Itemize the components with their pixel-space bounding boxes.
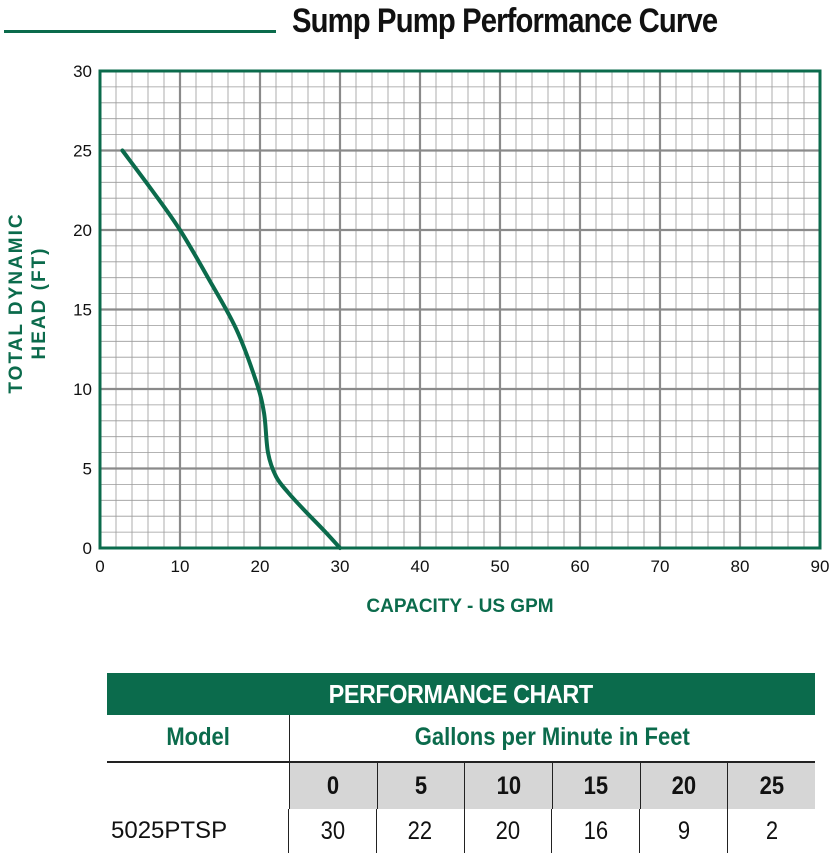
table-column-headers: 0 5 10 15 20 25 [107, 763, 816, 809]
table-header-label: PERFORMANCE CHART [328, 679, 594, 709]
performance-curve [120, 148, 342, 550]
table-cell: 9 [640, 809, 729, 853]
column-header-cell: 25 [728, 763, 816, 809]
column-header-cell: 20 [640, 763, 729, 809]
gpm-label-text: Gallons per Minute in Feet [414, 723, 691, 751]
table-cell: 20 [465, 809, 553, 853]
x-tick-label: 0 [95, 557, 104, 576]
x-tick-label: 50 [491, 557, 510, 576]
table-cell: 2 [728, 809, 815, 853]
table-header: PERFORMANCE CHART [107, 673, 815, 715]
model-column-label: Model [107, 715, 290, 761]
table-cell: 22 [377, 809, 465, 853]
column-header-cell: 5 [377, 763, 466, 809]
column-header-text: 25 [759, 772, 784, 800]
y-tick-label: 20 [73, 221, 92, 240]
page-title: Sump Pump Performance Curve [292, 2, 718, 40]
table-row: 5025PTSP 30 22 20 16 9 2 [107, 809, 815, 853]
performance-table: PERFORMANCE CHART Model Gallons per Minu… [107, 673, 816, 853]
gpm-column-label: Gallons per Minute in Feet [290, 715, 815, 761]
y-tick-label: 15 [73, 301, 92, 320]
y-axis-title-line2: HEAD (FT) [29, 247, 50, 360]
x-tick-label: 20 [251, 557, 270, 576]
column-header-cell: 0 [290, 763, 378, 809]
column-header-text: 0 [327, 772, 340, 800]
table-cell-value: 16 [583, 817, 609, 845]
x-tick-label: 80 [731, 557, 750, 576]
column-header-cell: 10 [465, 763, 554, 809]
table-label-row: Model Gallons per Minute in Feet [107, 715, 815, 763]
y-tick-label: 5 [83, 460, 92, 479]
column-header-text: 15 [584, 772, 609, 800]
x-tick-label: 70 [651, 557, 670, 576]
x-tick-label: 40 [411, 557, 430, 576]
x-tick-label: 60 [571, 557, 590, 576]
y-axis-title-line1: TOTAL DYNAMIC [6, 212, 27, 393]
column-header-text: 10 [496, 772, 521, 800]
y-tick-label: 0 [83, 539, 92, 558]
table-cell-value: 9 [677, 817, 690, 845]
y-tick-label: 25 [73, 142, 92, 161]
x-tick-label: 10 [171, 557, 190, 576]
table-cell: 16 [552, 809, 641, 853]
table-cell-value: 20 [495, 817, 521, 845]
column-header-text: 20 [671, 772, 697, 800]
x-tick-label: 90 [811, 557, 830, 576]
model-label-text: Model [166, 723, 230, 751]
column-header-text: 5 [414, 772, 428, 800]
column-header-cell: 15 [553, 763, 641, 809]
x-axis-title: CAPACITY - US GPM [366, 596, 553, 617]
table-cell-value: 2 [765, 817, 778, 845]
x-tick-label: 30 [331, 557, 350, 576]
table-cell-value: 22 [407, 817, 433, 845]
header-spacer [107, 763, 290, 809]
table-cell: 30 [289, 809, 377, 853]
performance-curve-chart: 0 10 20 30 40 50 60 70 80 90 0 5 10 15 20 25 30 CAPACITY … [6, 62, 830, 617]
title-rule [4, 30, 276, 33]
y-tick-label: 30 [73, 62, 92, 81]
model-name: 5025PTSP [107, 809, 289, 853]
y-tick-label: 10 [73, 380, 92, 399]
plot-frame [98, 69, 822, 550]
table-cell-value: 30 [320, 817, 345, 845]
